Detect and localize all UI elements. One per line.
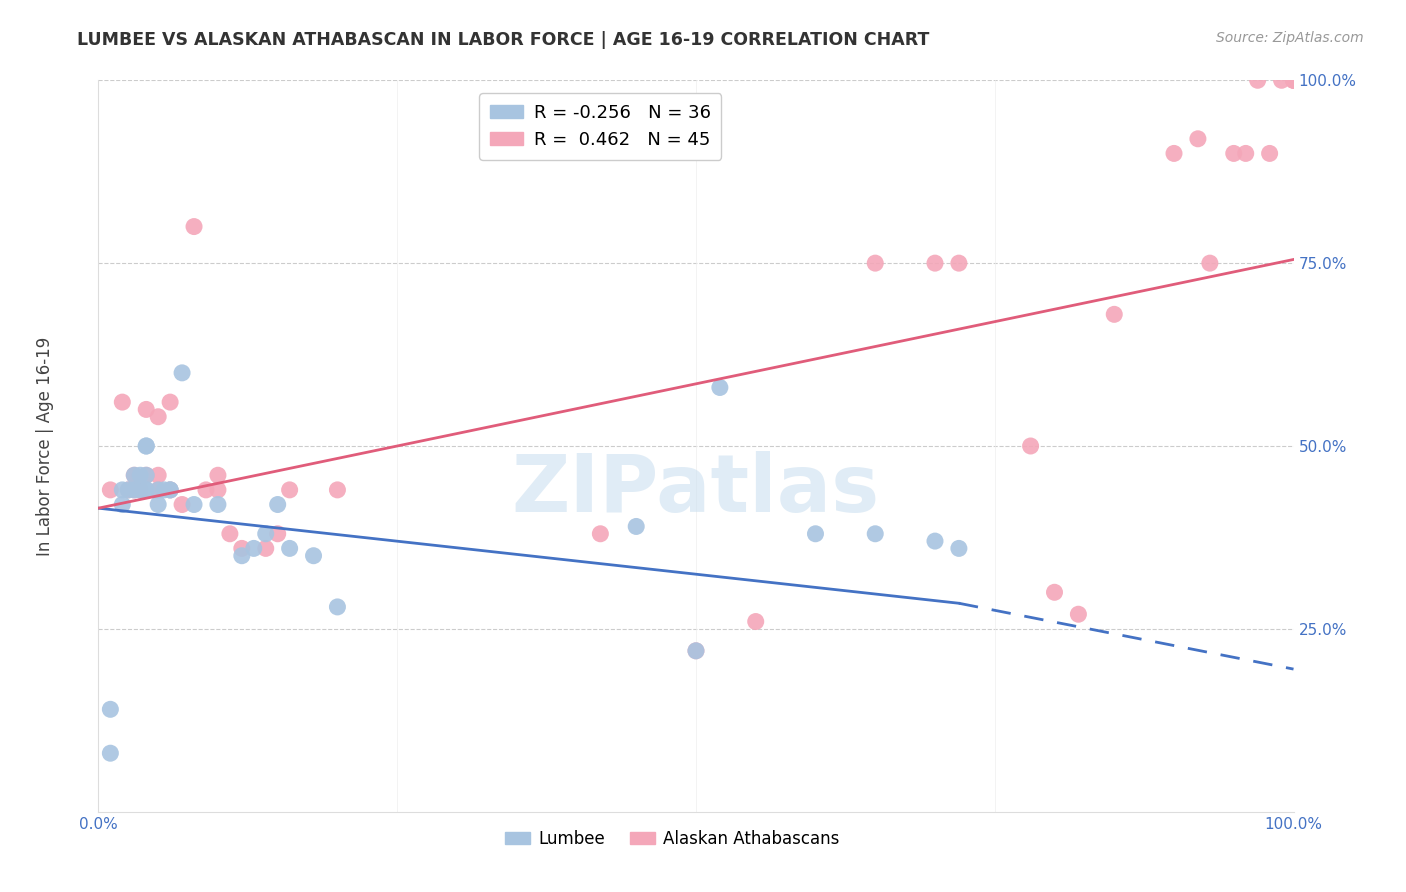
Point (1199, 256, 1222, 270)
Point (124, 483, 146, 497)
Point (148, 468, 170, 483)
Point (254, 526, 277, 541)
Point (117, 483, 139, 497)
Point (98, 483, 122, 497)
Point (1258, 146, 1281, 161)
Point (685, 644, 707, 658)
Point (865, 526, 887, 541)
Point (111, 498, 134, 512)
Point (98, 746, 122, 760)
Text: ZIPatlas: ZIPatlas (512, 450, 880, 529)
Point (129, 483, 152, 497)
Text: In Labor Force | Age 16-19: In Labor Force | Age 16-19 (35, 336, 53, 556)
Point (278, 483, 301, 497)
Point (159, 395, 181, 409)
Point (207, 498, 229, 512)
Point (135, 439, 157, 453)
Point (865, 256, 887, 270)
Point (1043, 585, 1066, 599)
Point (302, 549, 325, 563)
Point (1282, 73, 1305, 87)
Point (685, 644, 707, 658)
Point (135, 483, 157, 497)
Point (159, 483, 181, 497)
Point (589, 526, 612, 541)
Point (1234, 146, 1257, 161)
Point (1104, 307, 1126, 321)
Point (745, 615, 768, 629)
Point (804, 526, 827, 541)
Point (135, 468, 157, 483)
Point (1247, 73, 1270, 87)
Point (231, 549, 253, 563)
Point (1282, 73, 1305, 87)
Point (207, 483, 229, 497)
Point (626, 519, 648, 533)
Point (172, 498, 194, 512)
Point (111, 483, 134, 497)
Point (183, 219, 205, 234)
Point (135, 402, 157, 417)
Point (111, 395, 134, 409)
Point (117, 483, 139, 497)
Point (1223, 146, 1246, 161)
Point (124, 468, 146, 483)
Point (326, 599, 349, 614)
Point (948, 541, 970, 556)
Point (1271, 73, 1294, 87)
Point (129, 483, 152, 497)
Point (183, 498, 205, 512)
Point (135, 468, 157, 483)
Point (267, 526, 290, 541)
Point (148, 483, 170, 497)
Text: Source: ZipAtlas.com: Source: ZipAtlas.com (1216, 31, 1364, 45)
Point (267, 498, 290, 512)
Point (1067, 607, 1090, 622)
Point (135, 439, 157, 453)
Point (98, 702, 122, 716)
Point (124, 468, 146, 483)
Point (1019, 439, 1042, 453)
Point (153, 483, 176, 497)
Point (326, 483, 349, 497)
Point (709, 380, 731, 394)
Text: LUMBEE VS ALASKAN ATHABASCAN IN LABOR FORCE | AGE 16-19 CORRELATION CHART: LUMBEE VS ALASKAN ATHABASCAN IN LABOR FO… (77, 31, 929, 49)
Point (278, 541, 301, 556)
Point (948, 256, 970, 270)
Point (1187, 132, 1209, 146)
Point (129, 468, 152, 483)
Point (135, 483, 157, 497)
Point (254, 541, 277, 556)
Point (243, 541, 266, 556)
Point (148, 409, 170, 424)
Point (1163, 146, 1185, 161)
Point (148, 483, 170, 497)
Point (924, 534, 946, 549)
Point (924, 256, 946, 270)
Point (195, 483, 218, 497)
Legend: Lumbee, Alaskan Athabascans: Lumbee, Alaskan Athabascans (498, 823, 846, 855)
Point (172, 366, 194, 380)
Point (1282, 73, 1305, 87)
Point (148, 498, 170, 512)
Point (207, 468, 229, 483)
Point (219, 526, 242, 541)
Point (159, 483, 181, 497)
Point (124, 483, 146, 497)
Point (231, 541, 253, 556)
Point (159, 483, 181, 497)
